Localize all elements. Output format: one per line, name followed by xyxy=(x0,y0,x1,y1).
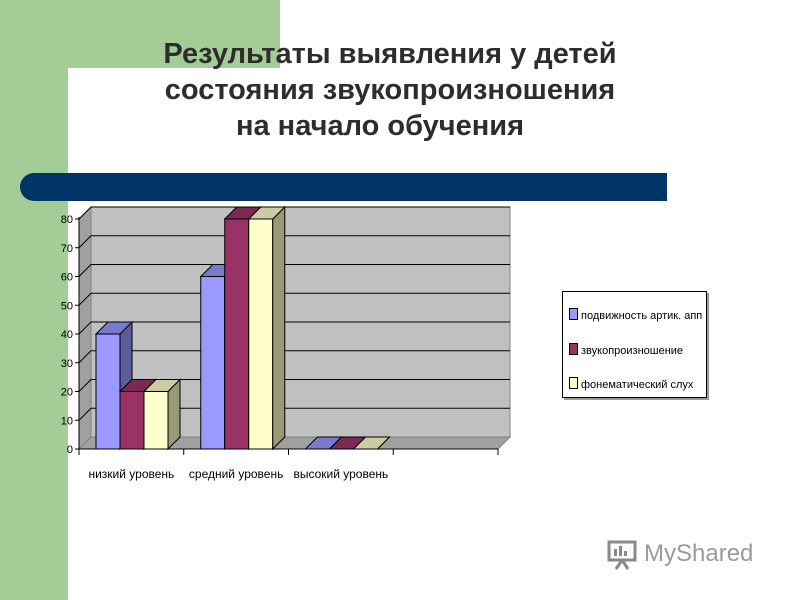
gridline-side-20 xyxy=(78,379,92,392)
legend-item-series-1: подвижность артик. апп xyxy=(569,308,702,322)
gridline-side-60 xyxy=(78,264,92,277)
legend-label-series-2: звукопроизношение xyxy=(581,345,684,357)
bar-top-2-series-3 xyxy=(247,206,286,220)
x-tick-label-1: низкий уровень xyxy=(88,467,174,481)
bar-top-3-series-3 xyxy=(352,436,391,450)
legend-item-series-2: звукопроизношение xyxy=(569,343,683,357)
legend-swatch-series-1 xyxy=(569,308,578,320)
background-green-strip-left xyxy=(0,0,68,600)
watermark: MyShared xyxy=(606,536,753,572)
y-tick-label-20: 20 xyxy=(61,387,73,399)
y-tick-label-10: 10 xyxy=(61,415,73,427)
gridline-side-50 xyxy=(78,292,92,306)
bar-2-series-3 xyxy=(248,218,274,450)
bar-2-series-2 xyxy=(224,218,250,450)
legend-swatch-series-3 xyxy=(569,377,578,389)
bar-1-series-3 xyxy=(143,391,169,450)
bar-1-series-1 xyxy=(95,333,121,450)
y-tick-label-30: 30 xyxy=(61,358,73,370)
legend-swatch-series-2 xyxy=(569,343,578,355)
y-tick-label-60: 60 xyxy=(61,272,73,284)
x-tick-label-2: средний уровень xyxy=(189,467,283,481)
slide-title: Результаты выявления у детей состояния з… xyxy=(70,36,710,144)
title-divider-bar xyxy=(20,173,667,201)
legend-item-series-3: фонематический слух xyxy=(569,377,693,391)
gridline-side-30 xyxy=(78,350,92,364)
legend-label-series-1: подвижность артик. апп xyxy=(581,310,703,322)
bar-1-series-2 xyxy=(119,391,145,450)
gridline-side-10 xyxy=(78,407,92,421)
watermark-text: MyShared xyxy=(644,540,754,567)
bar-2-series-1 xyxy=(200,276,226,450)
title-line-1: Результаты выявления у детей xyxy=(163,38,617,70)
chart-legend: подвижность артик. апп звукопроизношение… xyxy=(562,291,707,398)
y-tick-label-40: 40 xyxy=(61,329,73,341)
bar-side-2-series-3 xyxy=(272,205,286,451)
y-tick-label-0: 0 xyxy=(67,444,73,456)
background-green-strip-top xyxy=(0,0,280,68)
y-tick-label-70: 70 xyxy=(61,243,73,255)
presentation-board-icon xyxy=(607,540,637,570)
title-line-3: на начало обучения xyxy=(235,110,524,142)
gridline-side-40 xyxy=(78,321,92,335)
legend-label-series-3: фонематический слух xyxy=(581,379,694,391)
y-tick-label-50: 50 xyxy=(61,300,73,312)
x-tick-label-3: высокий уровень xyxy=(293,467,388,481)
gridline-side-80 xyxy=(78,206,92,220)
gridline-side-70 xyxy=(78,235,92,249)
bar-top-1-series-3 xyxy=(142,379,182,392)
title-line-2: состояния звукопроизношения xyxy=(164,74,616,106)
bar-top-1-series-1 xyxy=(94,321,134,335)
y-tick-label-80: 80 xyxy=(61,214,73,226)
